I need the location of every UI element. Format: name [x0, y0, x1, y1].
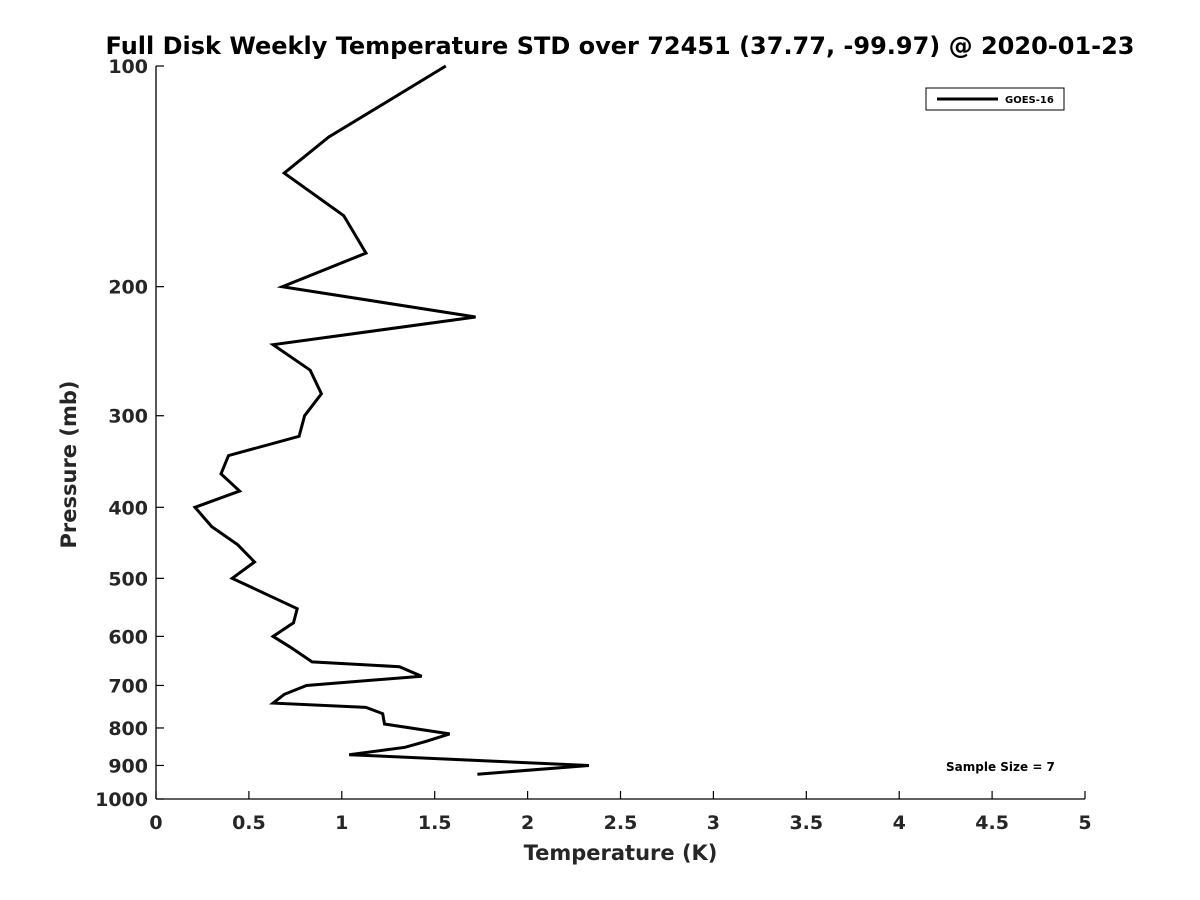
y-tick-label: 700: [108, 675, 148, 697]
x-axis: 0 0.5 1 1.5 2 2.5 3 3.5 4 4.5 5: [149, 791, 1092, 834]
y-tick-label: 400: [108, 497, 148, 519]
legend: GOES-16: [925, 87, 1065, 111]
x-tick-label: 2.5: [604, 812, 638, 834]
series-line-goes-16: [192, 64, 590, 776]
y-axis-label: Pressure (mb): [57, 381, 81, 549]
y-tick-label: 900: [108, 755, 148, 777]
y-tick-label: 200: [108, 277, 148, 299]
x-tick-label: 4: [893, 812, 906, 834]
x-tick-label: 5: [1078, 812, 1091, 834]
x-tick-label: 0: [149, 812, 162, 834]
x-tick-label: 3: [707, 812, 720, 834]
x-tick-label: 2: [521, 812, 534, 834]
y-tick-label: 1000: [95, 789, 148, 811]
x-tick-label: 3.5: [789, 812, 823, 834]
x-tick-label: 0.5: [232, 812, 266, 834]
x-tick-label: 1: [335, 812, 348, 834]
y-axis: 100 200 300 400 500 600 700 800 900 1000: [95, 56, 164, 811]
y-tick-label: 100: [108, 56, 148, 78]
y-tick-label: 600: [108, 626, 148, 648]
series-layer: [192, 64, 590, 776]
sample-size-annotation: Sample Size = 7: [946, 760, 1055, 774]
legend-label: GOES-16: [1005, 95, 1054, 106]
chart-title: Full Disk Weekly Temperature STD over 72…: [106, 32, 1135, 60]
y-tick-label: 800: [108, 718, 148, 740]
x-tick-label: 4.5: [975, 812, 1009, 834]
x-tick-label: 1.5: [418, 812, 452, 834]
y-tick-label: 300: [108, 406, 148, 428]
x-axis-label: Temperature (K): [524, 841, 718, 865]
y-tick-label: 500: [108, 568, 148, 590]
